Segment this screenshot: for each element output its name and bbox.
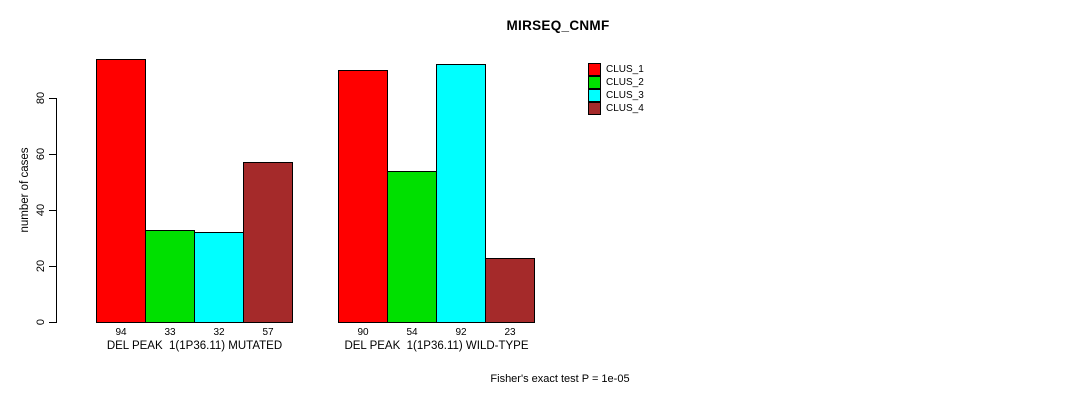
legend-label: CLUS_3 <box>606 90 644 101</box>
bar-clus_3 <box>194 232 244 323</box>
y-tick-label: 40 <box>35 203 47 217</box>
legend-label: CLUS_4 <box>606 103 644 114</box>
y-tick-mark <box>49 98 56 99</box>
legend-swatch <box>588 76 601 89</box>
bar-clus_1 <box>338 70 388 323</box>
legend-swatch <box>588 89 601 102</box>
fisher-test-note: Fisher's exact test P = 1e-05 <box>490 373 630 385</box>
legend: CLUS_1 CLUS_2 CLUS_3 CLUS_4 <box>588 63 644 115</box>
legend-item-clus_4: CLUS_4 <box>588 102 644 115</box>
y-tick-label: 20 <box>35 259 47 273</box>
y-tick-mark <box>49 210 56 211</box>
legend-swatch <box>588 63 601 76</box>
legend-item-clus_3: CLUS_3 <box>588 89 644 102</box>
y-tick-label: 80 <box>35 91 47 105</box>
bar-clus_4 <box>243 162 293 323</box>
bar-clus_4 <box>485 258 535 323</box>
group-label: DEL PEAK 1(1P36.11) MUTATED <box>106 340 283 352</box>
bar-value-label: 32 <box>213 327 225 338</box>
legend-swatch <box>588 102 601 115</box>
y-tick-mark <box>49 266 56 267</box>
y-tick-label: 60 <box>35 147 47 161</box>
bar-clus_2 <box>145 230 195 323</box>
bar-value-label: 92 <box>455 327 467 338</box>
group-label: DEL PEAK 1(1P36.11) WILD-TYPE <box>344 340 529 352</box>
y-tick-mark <box>49 322 56 323</box>
bar-clus_3 <box>436 64 486 323</box>
legend-item-clus_1: CLUS_1 <box>588 63 644 76</box>
legend-label: CLUS_1 <box>606 64 644 75</box>
chart-title: MIRSEQ_CNMF <box>506 18 610 33</box>
bar-value-label: 94 <box>115 327 127 338</box>
bar-value-label: 33 <box>164 327 176 338</box>
bar-value-label: 57 <box>262 327 274 338</box>
legend-item-clus_2: CLUS_2 <box>588 76 644 89</box>
bar-value-label: 23 <box>504 327 516 338</box>
bar-clus_1 <box>96 59 146 323</box>
y-tick-label: 0 <box>35 318 47 326</box>
bar-value-label: 54 <box>406 327 418 338</box>
y-axis-line <box>56 98 57 323</box>
y-tick-mark <box>49 154 56 155</box>
bar-value-label: 90 <box>357 327 369 338</box>
bar-clus_2 <box>387 171 437 323</box>
y-axis-label: number of cases <box>19 147 31 233</box>
legend-label: CLUS_2 <box>606 77 644 88</box>
